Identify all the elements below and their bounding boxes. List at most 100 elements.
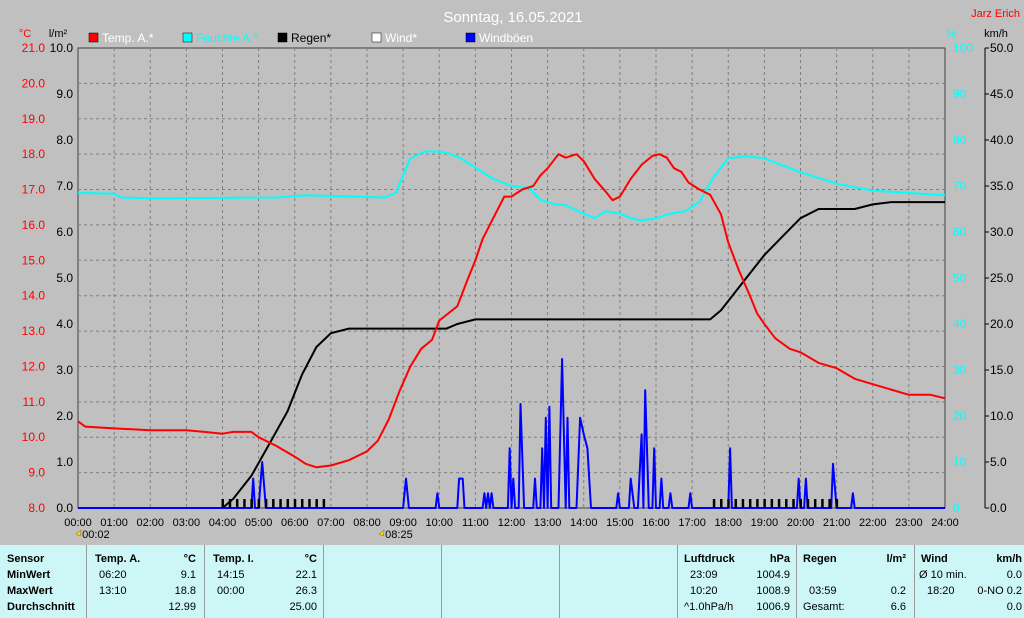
x-tick-label: 17:00: [678, 517, 706, 529]
humidity-tick-label: 30: [953, 363, 967, 377]
regen-total-value: 6.6: [890, 601, 906, 613]
temp-i-min-time: 14:15: [217, 569, 245, 581]
temp-i-max-time: 00:00: [217, 585, 245, 597]
temp-a-column: Temp. A. °C 06:20 9.1 13:10 18.8 12.99: [87, 545, 205, 618]
x-tick-label: 24:00: [931, 517, 959, 529]
rain-event-bar: [748, 499, 752, 508]
wind-column: Wind km/h Ø 10 min. 0.0 18:20 0-NO 0.2 0…: [915, 545, 1024, 618]
rain-event-bar: [712, 499, 716, 508]
rain-tick-label: 5.0: [56, 271, 73, 285]
wind-tick-label: 0.0: [990, 501, 1007, 515]
temp-i-unit: °C: [304, 553, 317, 565]
series: [77, 150, 946, 509]
wind-tick-label: 45.0: [990, 87, 1014, 101]
x-tick-label: 03:00: [173, 517, 201, 529]
rain-tick-label: 1.0: [56, 455, 73, 469]
x-tick-label: 11:00: [462, 517, 489, 529]
rain-event-bar: [720, 499, 723, 508]
temp-a-max-value: 18.8: [174, 585, 196, 597]
x-tick-label: 15:00: [606, 517, 634, 529]
weather-chart: Sonntag, 16.05.2021 Jarz Erich °C l/m² %…: [19, 8, 1020, 541]
wind-tick-label: 10.0: [990, 409, 1014, 423]
x-tick-label: 23:00: [895, 517, 923, 529]
x-tick-label: 10:00: [425, 517, 453, 529]
temp-i-min-value: 22.1: [295, 569, 317, 581]
wind-max-time: 18:20: [927, 585, 955, 597]
regen-max-value: 0.2: [890, 585, 906, 597]
temp-tick-label: 21.0: [22, 41, 46, 55]
rain-event-bar: [777, 499, 781, 508]
rain-event-bar: [286, 499, 290, 508]
rain-event-bar: [228, 499, 232, 508]
marker-label: 08:25: [385, 529, 413, 541]
humidity-tick-label: 80: [953, 133, 967, 147]
temp-tick-label: 10.0: [22, 430, 46, 444]
legend-swatch: [465, 32, 476, 43]
luftdruck-unit: hPa: [769, 553, 790, 565]
rain-tick-label: 10.0: [50, 41, 74, 55]
rain-tick-label: 4.0: [56, 317, 73, 331]
x-tick-label: 13:00: [534, 517, 562, 529]
sensor-header: Sensor: [7, 553, 45, 565]
temp-tick-label: 11.0: [23, 395, 46, 409]
temp-i-max-value: 26.3: [295, 585, 317, 597]
rain-event-bar: [828, 499, 831, 508]
wind-tick-label: 35.0: [990, 179, 1014, 193]
temp-a-unit: °C: [183, 553, 196, 565]
wind-avg10-label: Ø 10 min.: [919, 569, 967, 581]
wind-tick-label: 30.0: [990, 225, 1014, 239]
row-label-max: MaxWert: [7, 585, 53, 597]
sensor-column: Sensor MinWert MaxWert Durchschnitt: [0, 545, 87, 618]
chart-title: Sonntag, 16.05.2021: [443, 9, 582, 26]
series-line-regen: [78, 201, 945, 509]
legend-swatch: [371, 32, 382, 43]
wind-unit: km/h: [996, 553, 1022, 565]
rain-event-bar: [243, 499, 246, 508]
luftdruck-min-time: 23:09: [690, 569, 718, 581]
humidity-tick-label: 20: [953, 409, 967, 423]
wind-tick-label: 50.0: [990, 41, 1014, 55]
temp-tick-label: 18.0: [22, 147, 46, 161]
rain-event-bar: [799, 499, 802, 508]
x-tick-label: 20:00: [787, 517, 815, 529]
marker-icon: [378, 529, 385, 537]
row-label-min: MinWert: [7, 569, 51, 581]
series-line-feuchtea: [77, 150, 946, 222]
rain-event-bar: [756, 499, 759, 508]
marker-label: 00:02: [82, 529, 110, 541]
rain-event-bar: [315, 499, 318, 508]
rain-event-bar: [264, 499, 268, 508]
humidity-unit-label: %: [946, 28, 956, 40]
legend-label: Regen*: [291, 31, 331, 45]
wind-max-value: 0-NO 0.2: [977, 585, 1022, 597]
temp-tick-label: 13.0: [22, 324, 46, 338]
humidity-tick-label: 40: [953, 317, 967, 331]
rain-tick-label: 6.0: [56, 225, 73, 239]
luftdruck-header: Luftdruck: [684, 553, 735, 565]
rain-event-bar: [293, 499, 297, 508]
x-tick-label: 07:00: [317, 517, 345, 529]
rain-event-bar: [813, 499, 817, 508]
regen-total-label: Gesamt:: [803, 601, 845, 613]
regen-unit: l/m²: [886, 553, 906, 565]
temp-tick-label: 16.0: [22, 218, 46, 232]
rain-event-bar: [835, 499, 839, 508]
axes: 8.0 9.0 10.0 11.0 12.0 13.0 14.0 15.0 16.0 17.0 18…: [22, 41, 1014, 541]
statistics-panel: Sensor MinWert MaxWert Durchschnitt Temp…: [0, 545, 1024, 618]
wind-unit-label: km/h: [984, 28, 1008, 40]
temp-a-min-time: 06:20: [99, 569, 127, 581]
temp-i-avg-value: 25.00: [289, 601, 317, 613]
x-tick-label: 09:00: [389, 517, 417, 529]
legend-label: Wind*: [385, 31, 417, 45]
legend: Temp. A.* Feuchte A.* Regen* Wind* Windböen: [88, 31, 533, 45]
x-tick-label: 02:00: [136, 517, 164, 529]
rain-tick-label: 0.0: [56, 501, 73, 515]
luftdruck-max-value: 1008.9: [756, 585, 790, 597]
rain-event-bar: [322, 499, 326, 508]
legend-swatch: [88, 32, 99, 43]
rain-event-bar: [763, 499, 766, 508]
rain-event-bar: [785, 499, 788, 508]
rain-event-bar: [272, 499, 275, 508]
rain-tick-label: 9.0: [56, 87, 73, 101]
temp-a-avg-value: 12.99: [168, 601, 196, 613]
